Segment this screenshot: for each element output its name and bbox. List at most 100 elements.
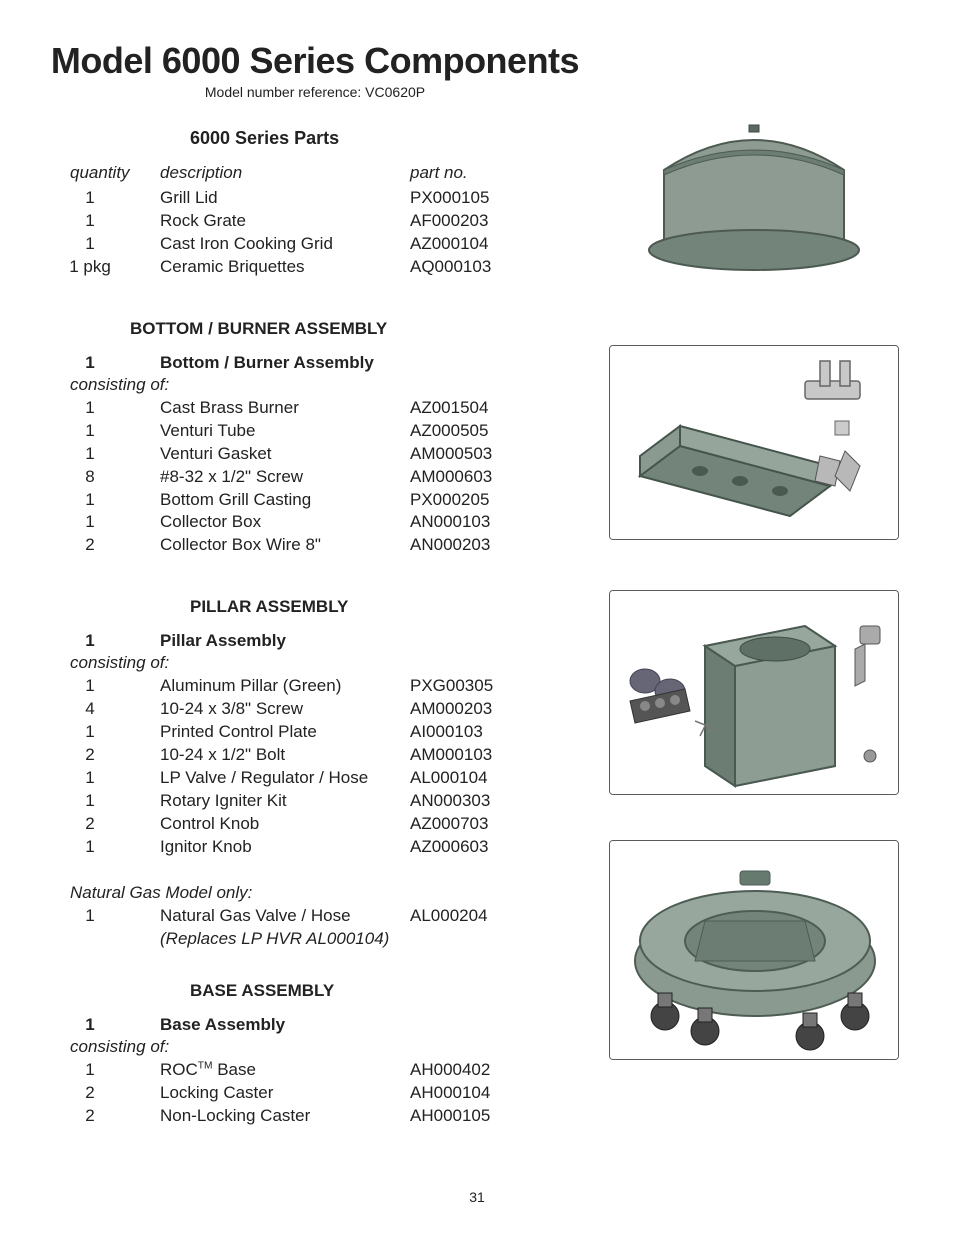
partno-cell: AQ000103 xyxy=(410,256,530,279)
qty-cell: 1 xyxy=(50,721,160,744)
partno-cell: AM000603 xyxy=(410,466,530,489)
assembly-name: Base Assembly xyxy=(160,1015,285,1035)
parts-row: 1Collector BoxAN000103 xyxy=(50,511,580,534)
desc-cell: #8-32 x 1/2" Screw xyxy=(160,466,410,489)
assembly-name: Pillar Assembly xyxy=(160,631,286,651)
page-number: 31 xyxy=(0,1189,954,1205)
partno-cell: AH000402 xyxy=(410,1059,530,1082)
desc-cell: Rotary Igniter Kit xyxy=(160,790,410,813)
desc-cell: Venturi Tube xyxy=(160,420,410,443)
qty-cell: 2 xyxy=(50,1105,160,1128)
desc-cell: Aluminum Pillar (Green) xyxy=(160,675,410,698)
partno-cell: AN000203 xyxy=(410,534,530,557)
qty-cell: 1 pkg xyxy=(50,256,160,279)
parts-row: 210-24 x 1/2" BoltAM000103 xyxy=(50,744,580,767)
desc-cell: Natural Gas Valve / Hose xyxy=(160,905,410,928)
parts-row: 1Cast Iron Cooking GridAZ000104 xyxy=(50,233,580,256)
header-partno: part no. xyxy=(410,163,530,183)
ng-replaces: (Replaces LP HVR AL000104) xyxy=(160,928,389,951)
desc-cell: Cast Iron Cooking Grid xyxy=(160,233,410,256)
model-reference: Model number reference: VC0620P xyxy=(50,84,580,100)
assembly-qty: 1 xyxy=(50,1015,160,1035)
parts-row: 410-24 x 3/8" ScrewAM000203 xyxy=(50,698,580,721)
qty-cell: 8 xyxy=(50,466,160,489)
desc-cell: Locking Caster xyxy=(160,1082,410,1105)
qty-cell: 2 xyxy=(50,813,160,836)
desc-cell: Venturi Gasket xyxy=(160,443,410,466)
partno-cell: AI000103 xyxy=(410,721,530,744)
partno-cell: AM000503 xyxy=(410,443,530,466)
partno-cell: AZ000104 xyxy=(410,233,530,256)
partno-cell: AF000203 xyxy=(410,210,530,233)
parts-row: 1 pkgCeramic BriquettesAQ000103 xyxy=(50,256,580,279)
qty-cell: 1 xyxy=(50,187,160,210)
page-title: Model 6000 Series Components xyxy=(50,40,580,82)
ng-note: Natural Gas Model only: xyxy=(70,883,580,903)
qty-cell: 1 xyxy=(50,1059,160,1082)
desc-cell: ROCTM Base xyxy=(160,1059,410,1082)
partno-cell: AZ001504 xyxy=(410,397,530,420)
qty-cell: 1 xyxy=(50,511,160,534)
parts-row: 2Collector Box Wire 8"AN000203 xyxy=(50,534,580,557)
figure-base-assembly xyxy=(609,840,899,1060)
desc-cell: LP Valve / Regulator / Hose xyxy=(160,767,410,790)
parts-row: 1Aluminum Pillar (Green)PXG00305 xyxy=(50,675,580,698)
parts-row: 1Rotary Igniter KitAN000303 xyxy=(50,790,580,813)
assembly-title-base: 1 Base Assembly xyxy=(50,1015,580,1035)
parts-row: 8#8-32 x 1/2" ScrewAM000603 xyxy=(50,466,580,489)
parts-row: 1ROCTM BaseAH000402 xyxy=(50,1059,580,1082)
ng-replaces-row: (Replaces LP HVR AL000104) xyxy=(50,928,580,951)
partno-cell: AZ000603 xyxy=(410,836,530,859)
parts-row: 1Grill LidPX000105 xyxy=(50,187,580,210)
partno-cell: PX000105 xyxy=(410,187,530,210)
qty-cell: 2 xyxy=(50,1082,160,1105)
qty-cell: 1 xyxy=(50,675,160,698)
qty-cell: 1 xyxy=(50,767,160,790)
parts-row: 1Natural Gas Valve / HoseAL000204 xyxy=(50,905,580,928)
parts-row: 1Venturi TubeAZ000505 xyxy=(50,420,580,443)
assembly-qty: 1 xyxy=(50,631,160,651)
qty-cell: 1 xyxy=(50,790,160,813)
consisting-label: consisting of: xyxy=(70,653,580,673)
parts-row: 1LP Valve / Regulator / HoseAL000104 xyxy=(50,767,580,790)
consisting-label: consisting of: xyxy=(70,375,580,395)
partno-cell: AH000104 xyxy=(410,1082,530,1105)
qty-cell: 4 xyxy=(50,698,160,721)
desc-cell: 10-24 x 1/2" Bolt xyxy=(160,744,410,767)
column-headers: quantity description part no. xyxy=(50,163,580,183)
desc-cell: Bottom Grill Casting xyxy=(160,489,410,512)
desc-cell: Grill Lid xyxy=(160,187,410,210)
section-heading-pillar: PILLAR ASSEMBLY xyxy=(190,597,580,617)
partno-cell: AM000103 xyxy=(410,744,530,767)
partno-cell: PX000205 xyxy=(410,489,530,512)
partno-cell: AN000303 xyxy=(410,790,530,813)
assembly-name: Bottom / Burner Assembly xyxy=(160,353,374,373)
desc-cell: Collector Box xyxy=(160,511,410,534)
qty-cell: 2 xyxy=(50,534,160,557)
parts-row: 1Rock GrateAF000203 xyxy=(50,210,580,233)
partno-cell: AZ000703 xyxy=(410,813,530,836)
parts-row: 1Bottom Grill CastingPX000205 xyxy=(50,489,580,512)
desc-cell: Printed Control Plate xyxy=(160,721,410,744)
qty-cell: 1 xyxy=(50,397,160,420)
header-description: description xyxy=(160,163,410,183)
partno-cell: PXG00305 xyxy=(410,675,530,698)
partno-cell: AZ000505 xyxy=(410,420,530,443)
qty-cell: 1 xyxy=(50,489,160,512)
section-heading-base: BASE ASSEMBLY xyxy=(190,981,580,1001)
header-quantity: quantity xyxy=(50,163,160,183)
figure-burner-assembly xyxy=(609,345,899,540)
qty-cell: 1 xyxy=(50,836,160,859)
desc-cell: Collector Box Wire 8" xyxy=(160,534,410,557)
qty-cell: 1 xyxy=(50,420,160,443)
desc-cell: Control Knob xyxy=(160,813,410,836)
partno-cell: AL000204 xyxy=(410,905,530,928)
desc-cell: Non-Locking Caster xyxy=(160,1105,410,1128)
qty-cell: 1 xyxy=(50,443,160,466)
parts-row: 1Printed Control PlateAI000103 xyxy=(50,721,580,744)
parts-row: 1Cast Brass BurnerAZ001504 xyxy=(50,397,580,420)
qty-cell: 1 xyxy=(50,233,160,256)
partno-cell: AM000203 xyxy=(410,698,530,721)
section-heading-parts: 6000 Series Parts xyxy=(190,128,580,149)
consisting-label: consisting of: xyxy=(70,1037,580,1057)
